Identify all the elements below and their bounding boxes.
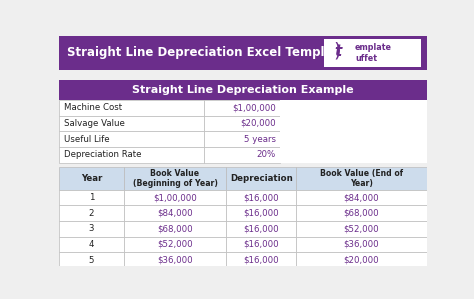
FancyBboxPatch shape	[296, 237, 427, 252]
Text: $84,000: $84,000	[344, 193, 379, 202]
FancyBboxPatch shape	[280, 131, 427, 147]
Text: 20%: 20%	[257, 150, 276, 159]
Text: Depreciation Rate: Depreciation Rate	[64, 150, 141, 159]
FancyBboxPatch shape	[59, 36, 427, 70]
FancyBboxPatch shape	[59, 205, 124, 221]
Text: Book Value (End of
Year): Book Value (End of Year)	[320, 169, 403, 188]
Text: $1,00,000: $1,00,000	[153, 193, 197, 202]
Text: $16,000: $16,000	[244, 209, 279, 218]
Text: 5: 5	[89, 256, 94, 265]
Text: emplate: emplate	[355, 43, 392, 52]
Text: $20,000: $20,000	[344, 256, 379, 265]
FancyBboxPatch shape	[227, 221, 296, 237]
FancyBboxPatch shape	[280, 100, 427, 115]
Text: 5 years: 5 years	[244, 135, 276, 144]
Text: 1: 1	[89, 193, 94, 202]
FancyBboxPatch shape	[324, 39, 421, 67]
FancyBboxPatch shape	[280, 115, 427, 131]
Text: Year: Year	[81, 174, 102, 183]
FancyBboxPatch shape	[204, 147, 280, 163]
Text: $68,000: $68,000	[344, 209, 379, 218]
FancyBboxPatch shape	[59, 80, 427, 100]
FancyBboxPatch shape	[296, 252, 427, 268]
FancyBboxPatch shape	[59, 167, 124, 190]
FancyBboxPatch shape	[59, 115, 204, 131]
Text: 4: 4	[89, 240, 94, 249]
FancyBboxPatch shape	[59, 131, 204, 147]
Text: $52,000: $52,000	[157, 240, 193, 249]
Text: uffet: uffet	[355, 54, 377, 62]
FancyBboxPatch shape	[227, 205, 296, 221]
FancyBboxPatch shape	[296, 190, 427, 205]
Text: $68,000: $68,000	[157, 224, 193, 233]
FancyBboxPatch shape	[124, 237, 227, 252]
Text: ): )	[334, 42, 341, 61]
FancyBboxPatch shape	[59, 147, 204, 163]
FancyBboxPatch shape	[124, 252, 227, 268]
Text: t: t	[334, 44, 341, 59]
Text: Useful Life: Useful Life	[64, 135, 109, 144]
FancyBboxPatch shape	[124, 205, 227, 221]
FancyBboxPatch shape	[227, 167, 296, 190]
Text: $36,000: $36,000	[157, 256, 193, 265]
FancyBboxPatch shape	[296, 205, 427, 221]
FancyBboxPatch shape	[280, 147, 427, 163]
Text: Depreciation: Depreciation	[230, 174, 292, 183]
Text: $52,000: $52,000	[344, 224, 379, 233]
FancyBboxPatch shape	[59, 221, 124, 237]
FancyBboxPatch shape	[227, 252, 296, 268]
FancyBboxPatch shape	[124, 221, 227, 237]
Text: Salvage Value: Salvage Value	[64, 119, 125, 128]
Text: Straight Line Depreciation Excel Template: Straight Line Depreciation Excel Templat…	[67, 46, 346, 60]
FancyBboxPatch shape	[59, 100, 204, 115]
FancyBboxPatch shape	[204, 115, 280, 131]
FancyBboxPatch shape	[227, 190, 296, 205]
Text: 2: 2	[89, 209, 94, 218]
Text: $16,000: $16,000	[244, 256, 279, 265]
FancyBboxPatch shape	[296, 221, 427, 237]
FancyBboxPatch shape	[59, 237, 124, 252]
Text: 3: 3	[89, 224, 94, 233]
Text: Straight Line Depreciation Example: Straight Line Depreciation Example	[132, 85, 354, 95]
Text: $16,000: $16,000	[244, 240, 279, 249]
Text: Book Value
(Beginning of Year): Book Value (Beginning of Year)	[133, 169, 218, 188]
FancyBboxPatch shape	[124, 167, 227, 190]
FancyBboxPatch shape	[204, 100, 280, 115]
Text: $16,000: $16,000	[244, 224, 279, 233]
Text: $1,00,000: $1,00,000	[232, 103, 276, 112]
Text: $84,000: $84,000	[157, 209, 193, 218]
Text: Machine Cost: Machine Cost	[64, 103, 122, 112]
FancyBboxPatch shape	[59, 252, 124, 268]
FancyBboxPatch shape	[59, 190, 124, 205]
Text: $36,000: $36,000	[344, 240, 379, 249]
Text: $20,000: $20,000	[240, 119, 276, 128]
FancyBboxPatch shape	[227, 237, 296, 252]
FancyBboxPatch shape	[124, 190, 227, 205]
FancyBboxPatch shape	[296, 167, 427, 190]
FancyBboxPatch shape	[204, 131, 280, 147]
Text: $16,000: $16,000	[244, 193, 279, 202]
